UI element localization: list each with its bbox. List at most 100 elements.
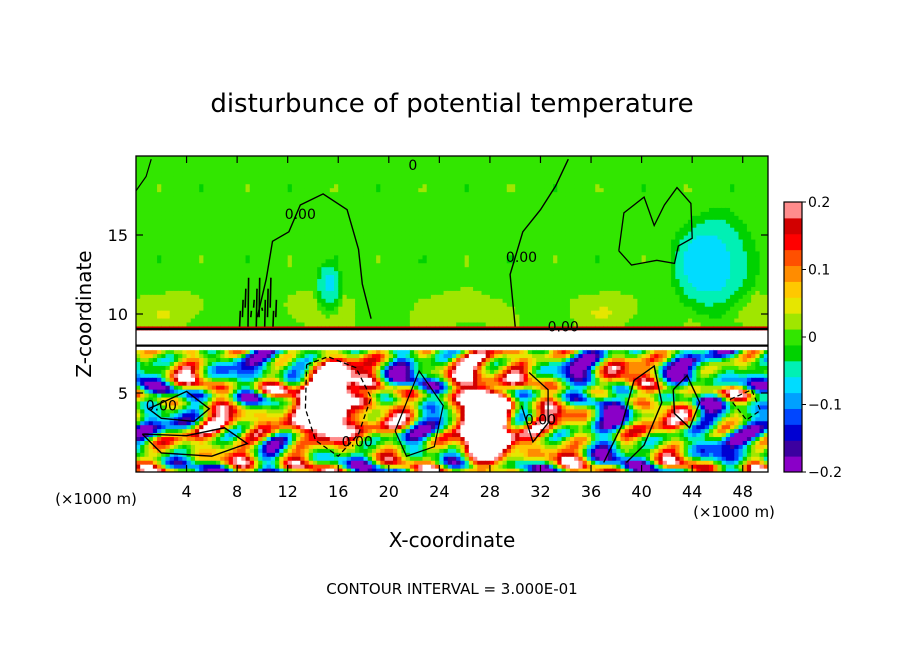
field-cell <box>136 215 141 220</box>
field-cell <box>338 215 344 220</box>
field-cell <box>258 345 263 351</box>
field-cell <box>169 195 175 201</box>
field-cell <box>287 408 293 414</box>
field-cell <box>350 235 356 240</box>
field-cell <box>266 171 272 177</box>
field-cell <box>148 452 154 457</box>
field-cell <box>237 250 242 256</box>
field-cell <box>342 369 348 374</box>
field-cell <box>350 361 356 366</box>
field-cell <box>300 270 306 276</box>
field-cell <box>334 187 339 193</box>
field-cell <box>148 400 154 406</box>
field-cell <box>270 393 276 398</box>
field-cell <box>325 250 331 256</box>
field-cell <box>342 400 348 406</box>
field-cell <box>169 274 175 280</box>
field-cell <box>283 179 289 185</box>
field-cell <box>308 464 314 469</box>
field-cell <box>186 274 192 280</box>
field-cell <box>317 290 322 295</box>
field-cell <box>329 389 335 394</box>
field-cell <box>136 333 141 339</box>
field-cell <box>312 242 318 248</box>
field-cell <box>350 460 356 465</box>
field-cell <box>182 361 188 366</box>
field-cell <box>283 400 289 406</box>
field-cell <box>165 333 171 339</box>
field-cell <box>291 262 297 268</box>
field-cell <box>136 246 141 252</box>
field-cell <box>190 203 196 208</box>
field-cell <box>220 171 226 177</box>
field-cell <box>329 460 335 465</box>
field-cell <box>241 468 247 472</box>
field-cell <box>258 333 263 339</box>
field-cell <box>136 464 141 469</box>
field-cell <box>157 238 162 244</box>
field-cell <box>287 298 293 303</box>
field-cell <box>346 452 352 457</box>
field-cell <box>165 436 171 441</box>
field-cell <box>232 393 238 398</box>
field-cell <box>182 385 188 390</box>
field-cell <box>388 404 394 410</box>
field-cell <box>308 361 314 366</box>
field-cell <box>178 460 183 465</box>
field-cell <box>346 167 352 173</box>
field-cell <box>287 440 293 445</box>
field-cell <box>136 183 141 189</box>
field-cell <box>136 321 141 327</box>
field-cell <box>157 231 162 236</box>
field-cell <box>287 341 293 347</box>
field-cell <box>308 278 314 283</box>
field-cell <box>152 404 158 410</box>
field-cell <box>241 294 247 299</box>
field-cell <box>165 270 171 276</box>
field-cell <box>363 250 369 256</box>
field-cell <box>253 349 259 355</box>
field-cell <box>224 203 230 208</box>
field-cell <box>346 290 352 295</box>
field-cell <box>194 238 200 244</box>
field-cell <box>253 266 259 272</box>
field-cell <box>253 353 259 359</box>
field-cell <box>136 357 141 362</box>
field-cell <box>186 286 192 291</box>
field-cell <box>300 266 306 272</box>
field-cell <box>237 227 242 232</box>
field-cell <box>338 369 344 374</box>
field-cell <box>224 452 230 457</box>
field-cell <box>304 314 310 319</box>
field-cell <box>165 369 171 374</box>
field-cell <box>371 345 377 351</box>
field-cell <box>148 389 154 394</box>
field-cell <box>363 258 369 264</box>
field-cell <box>283 262 289 268</box>
field-cell <box>173 258 179 264</box>
field-cell <box>291 408 297 414</box>
field-cell <box>308 231 314 236</box>
field-cell <box>304 286 310 291</box>
field-cell <box>237 235 242 240</box>
field-cell <box>211 396 217 402</box>
field-cell <box>148 246 154 252</box>
field-cell <box>363 183 369 189</box>
field-cell <box>199 464 205 469</box>
field-cell <box>329 262 335 268</box>
field-cell <box>296 246 301 252</box>
field-cell <box>182 278 188 283</box>
field-cell <box>342 404 348 410</box>
field-cell <box>228 294 234 299</box>
field-cell <box>169 298 175 303</box>
field-cell <box>287 396 293 402</box>
field-cell <box>266 266 272 272</box>
field-cell <box>308 408 314 414</box>
field-cell <box>359 227 365 232</box>
field-cell <box>355 357 360 362</box>
field-cell <box>258 246 263 252</box>
field-cell <box>363 314 369 319</box>
field-cell <box>334 369 339 374</box>
field-cell <box>165 187 171 193</box>
field-cell <box>304 254 310 260</box>
